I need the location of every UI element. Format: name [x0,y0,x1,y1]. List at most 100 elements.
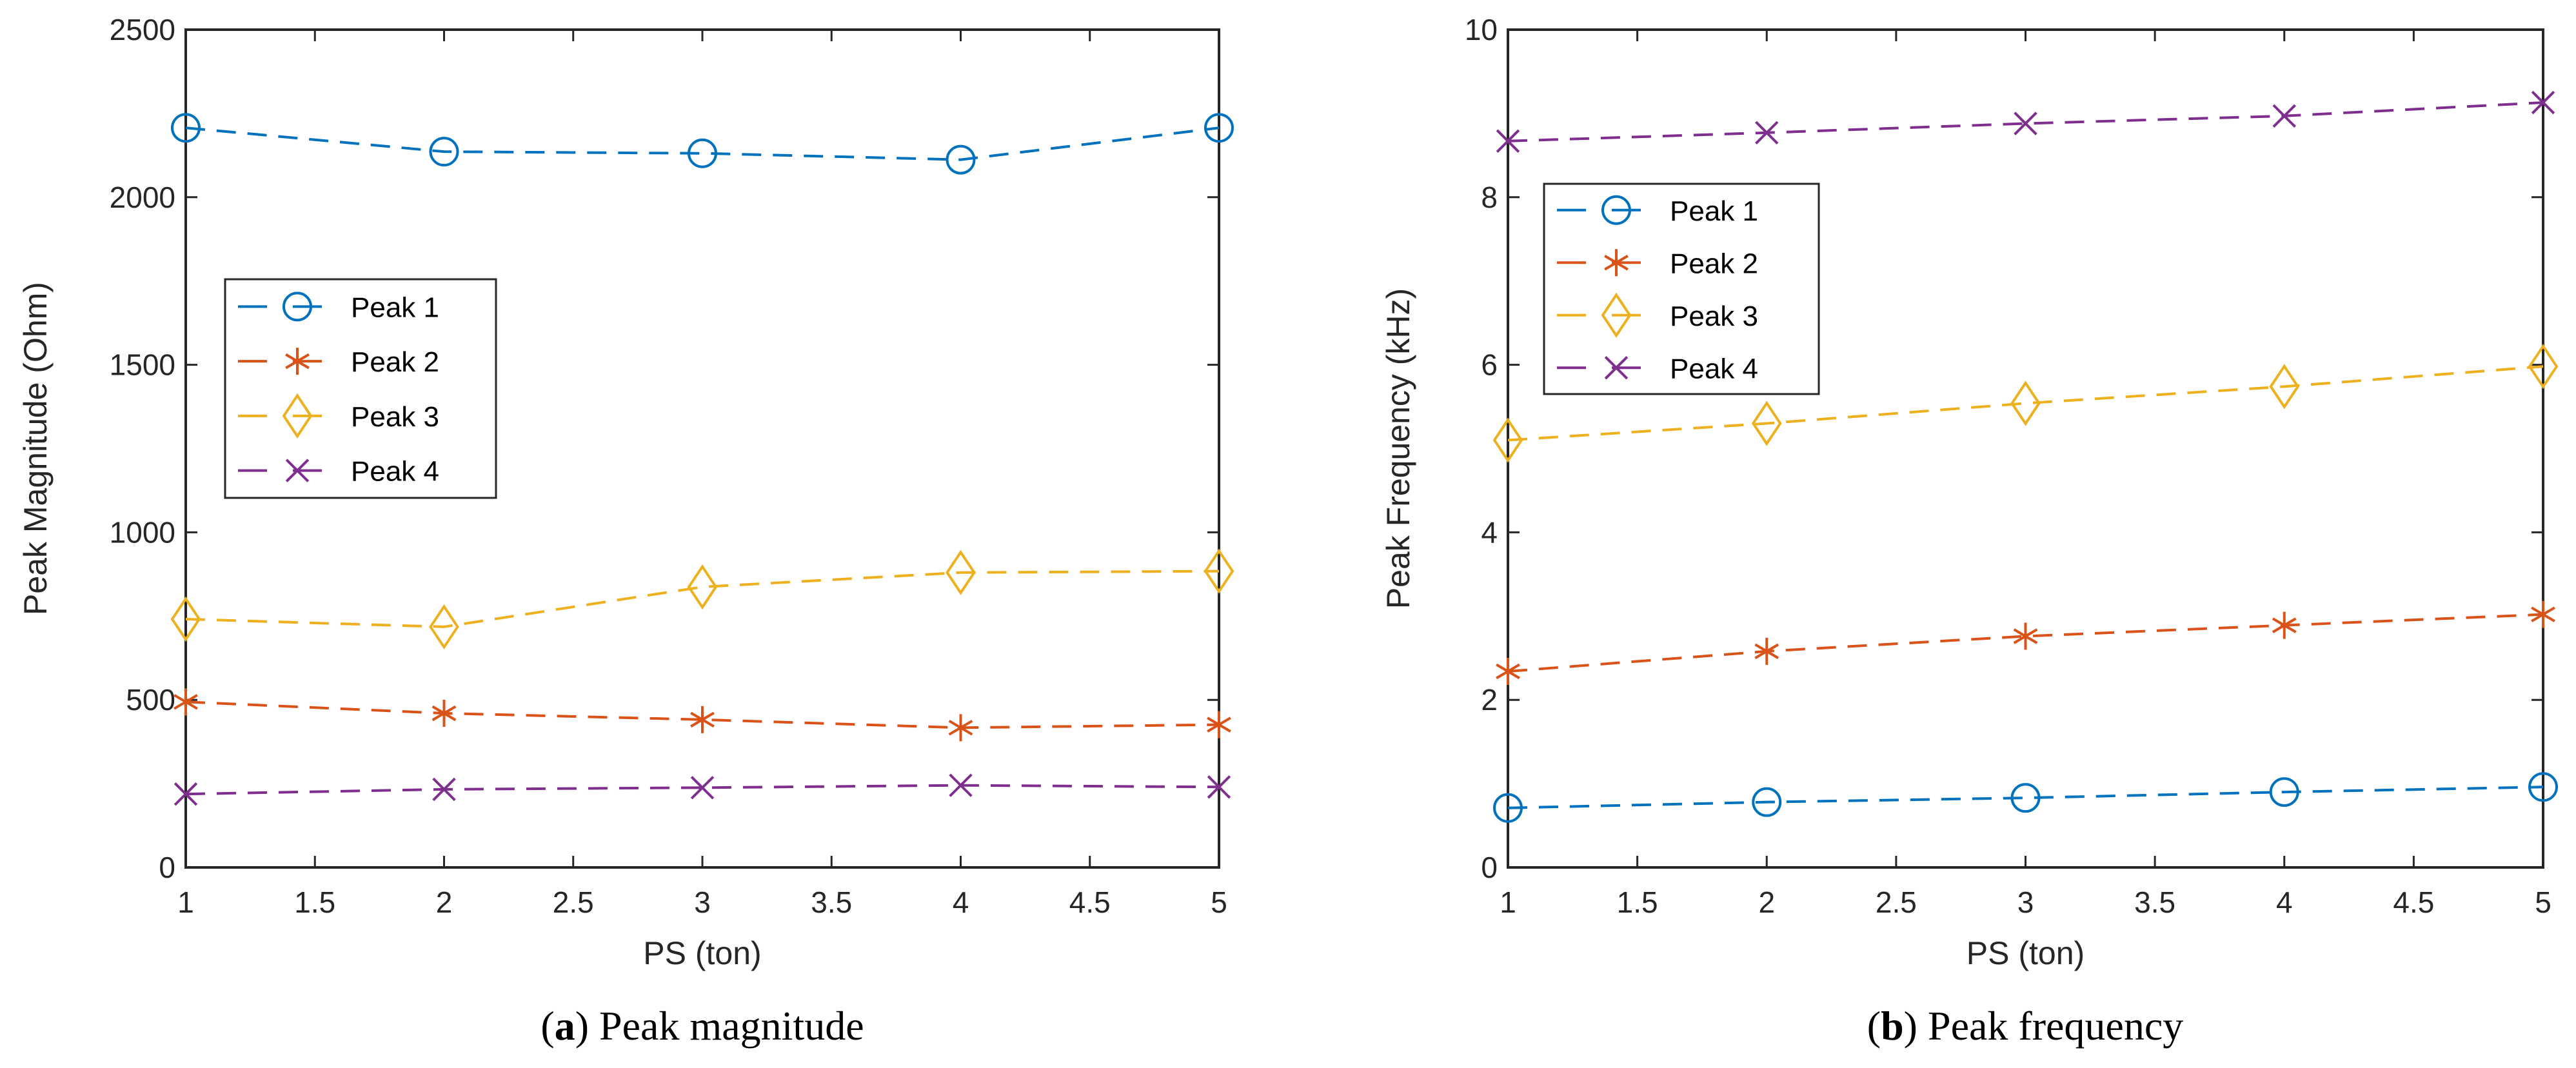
series-peak-2 [173,688,1231,742]
marker-circle [688,138,717,168]
y-tick-label: 6 [1481,348,1498,382]
subfigure-caption: (a) Peak magnitude [540,1003,864,1049]
caption-letter: a [555,1003,575,1049]
marker-circle [282,292,312,322]
legend-label: Peak 3 [351,401,439,433]
series-peak-4 [173,773,1231,806]
y-tick-label: 1000 [110,515,175,549]
x-tick-label: 5 [1211,885,1227,919]
legend-item: Peak 4 [1557,353,1758,384]
marker-diamond [1204,548,1234,594]
legend-box [1543,183,1820,395]
x-tick-label: 4.5 [1069,885,1111,919]
y-axis-label: Peak Frequency (kHz) [1380,288,1416,609]
caption-paren-close: ) [575,1003,599,1049]
marker-asterisk [1496,658,1520,686]
x-tick-label: 3.5 [2134,885,2175,919]
x-tick-label: 5 [2535,885,2551,919]
marker-asterisk [690,706,715,733]
y-tick-label: 1500 [110,348,175,382]
marker-x [1207,775,1231,799]
marker-circle [1493,793,1523,823]
x-tick-label: 4.5 [2393,885,2434,919]
legend-item: Peak 2 [238,346,439,378]
marker-asterisk [285,348,310,375]
marker-circle [171,113,201,143]
series-peak-2 [1496,600,2555,686]
legend: Peak 1 Peak 2 Peak 3 Peak 4 [1543,183,1820,395]
marker-x [432,777,456,802]
series-peak-4 [1496,90,2555,153]
marker-circle [946,144,976,175]
marker-asterisk [2531,600,2555,628]
legend-item: Peak 1 [238,292,439,323]
marker-circle [1601,195,1631,225]
x-tick-label: 4 [2276,885,2293,919]
series-line [1507,365,2544,442]
y-tick-label: 500 [126,683,175,717]
x-tick-label: 4 [953,885,969,919]
x-axis-label: PS (ton) [1967,935,2085,971]
legend-label: Peak 4 [1670,353,1758,384]
series-line [185,784,1220,796]
marker-circle [1752,787,1782,817]
marker-circle [2010,783,2041,813]
series-line [185,126,1220,161]
caption-paren-close: ) [1904,1003,1928,1049]
y-tick-label: 8 [1481,181,1498,214]
legend-item: Peak 4 [238,456,439,488]
y-tick-label: 2500 [110,13,175,46]
marker-circle [2528,772,2558,802]
marker-asterisk [1604,249,1629,277]
marker-x [285,459,310,482]
marker-circle [429,137,459,167]
series-line [1507,101,2544,143]
legend-box [224,278,497,499]
legend: Peak 1 Peak 2 Peak 3 Peak 4 [224,278,497,499]
marker-x [949,773,973,797]
marker-x [2272,104,2296,128]
marker-x [690,776,715,800]
marker-diamond [282,393,313,439]
chart-b: 1 1.5 2 2.5 3 3.5 4 4.5 5 0 2 4 6 8 10 PS (ton) Peak Fre… [1380,13,2559,1049]
x-axis-label: PS (ton) [643,935,761,971]
legend-item: Peak 3 [1557,292,1758,338]
legend-label: Peak 1 [1670,195,1758,227]
marker-diamond [946,549,976,595]
x-tick-label: 1.5 [294,885,335,919]
legend-label: Peak 4 [351,456,439,488]
y-tick-label: 0 [1481,851,1498,884]
marker-diamond [170,596,201,642]
marker-asterisk [431,699,457,727]
marker-asterisk [2272,611,2297,639]
marker-x [2531,90,2555,115]
series-line [1507,786,2544,809]
y-axis-label: Peak Magnitude (Ohm) [17,282,54,615]
legend-item: Peak 2 [1557,248,1758,279]
marker-diamond [687,564,718,610]
x-tick-label: 3 [694,885,711,919]
x-tick-label: 1 [1500,885,1516,919]
caption-text: Peak magnitude [599,1003,864,1049]
series-line [185,569,1220,628]
legend-label: Peak 3 [1670,301,1758,332]
legend-item: Peak 1 [1557,195,1758,227]
subfigure-caption: (b) Peak frequency [1867,1003,2183,1049]
marker-asterisk [948,714,973,742]
series-peak-1 [171,113,1234,175]
series-peak-3 [170,548,1234,650]
series-peak-3 [1492,344,2559,463]
marker-x [1604,356,1629,380]
x-tick-label: 3 [2017,885,2034,919]
marker-asterisk [173,688,198,716]
marker-asterisk [1754,637,1779,665]
caption-paren-open: ( [1867,1003,1881,1049]
marker-diamond [1601,292,1632,338]
x-tick-label: 2 [1758,885,1775,919]
legend-label: Peak 2 [351,346,439,378]
marker-x [1755,121,1779,144]
marker-diamond [1751,400,1782,446]
marker-x [2014,112,2037,135]
x-tick-label: 2.5 [553,885,594,919]
